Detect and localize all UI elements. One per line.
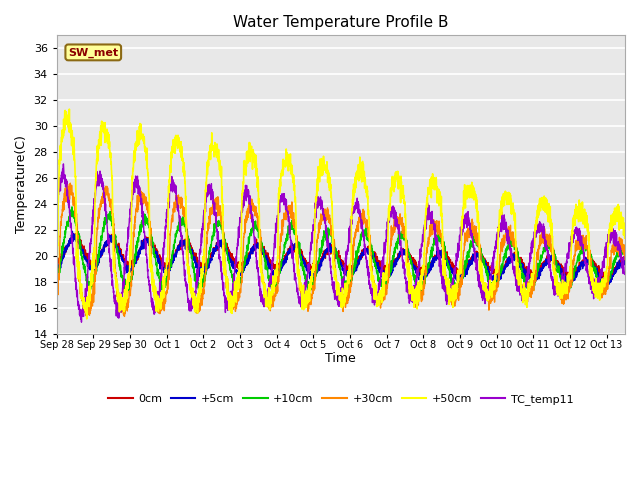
+30cm (296, 282, 303, 288)
+5cm (118, 257, 125, 263)
TC_temp11 (152, 308, 159, 313)
TC_temp11 (118, 299, 126, 304)
+10cm (296, 247, 303, 253)
+5cm (610, 271, 618, 277)
+10cm (621, 248, 628, 253)
+10cm (271, 285, 278, 291)
Text: SW_met: SW_met (68, 47, 118, 58)
+30cm (63, 179, 71, 184)
0cm (602, 277, 610, 283)
+30cm (53, 284, 61, 290)
+5cm (296, 247, 303, 253)
TC_temp11 (296, 301, 303, 307)
Legend: 0cm, +5cm, +10cm, +30cm, +50cm, TC_temp11: 0cm, +5cm, +10cm, +30cm, +50cm, TC_temp1… (104, 390, 578, 409)
+10cm (549, 249, 557, 254)
+30cm (549, 258, 557, 264)
+5cm (68, 228, 76, 234)
+30cm (118, 302, 126, 308)
+50cm (610, 218, 618, 224)
+5cm (621, 259, 628, 264)
0cm (72, 231, 79, 237)
+50cm (152, 293, 159, 299)
+10cm (600, 290, 607, 296)
+50cm (621, 235, 628, 240)
+30cm (610, 242, 618, 248)
TC_temp11 (549, 283, 557, 289)
+5cm (271, 267, 278, 273)
+50cm (118, 300, 126, 306)
+10cm (610, 262, 618, 268)
+30cm (83, 314, 91, 320)
0cm (53, 256, 61, 262)
TC_temp11 (53, 196, 61, 202)
TC_temp11 (271, 232, 279, 238)
0cm (271, 267, 278, 273)
0cm (610, 265, 618, 271)
0cm (549, 258, 557, 264)
Line: TC_temp11: TC_temp11 (57, 164, 625, 322)
Line: 0cm: 0cm (57, 234, 625, 280)
Line: +10cm: +10cm (57, 207, 625, 293)
TC_temp11 (621, 272, 628, 277)
+50cm (271, 267, 279, 273)
0cm (118, 253, 125, 259)
+10cm (68, 204, 76, 210)
+50cm (83, 316, 91, 322)
+10cm (118, 275, 125, 281)
TC_temp11 (610, 228, 618, 234)
+5cm (152, 249, 159, 254)
TC_temp11 (77, 319, 85, 325)
+50cm (53, 253, 61, 259)
X-axis label: Time: Time (326, 352, 356, 365)
+5cm (549, 258, 557, 264)
+5cm (53, 261, 61, 267)
+50cm (296, 281, 303, 287)
+50cm (65, 106, 73, 112)
Line: +5cm: +5cm (57, 231, 625, 286)
Line: +30cm: +30cm (57, 181, 625, 317)
+30cm (152, 294, 159, 300)
+30cm (621, 249, 628, 254)
0cm (296, 249, 303, 254)
TC_temp11 (60, 161, 67, 167)
Y-axis label: Temperature(C): Temperature(C) (15, 135, 28, 233)
Line: +50cm: +50cm (57, 109, 625, 319)
0cm (621, 258, 628, 264)
+10cm (53, 272, 61, 277)
+5cm (566, 283, 574, 288)
+10cm (152, 256, 159, 262)
+50cm (549, 264, 557, 270)
0cm (152, 248, 159, 254)
+30cm (271, 293, 279, 299)
Title: Water Temperature Profile B: Water Temperature Profile B (233, 15, 449, 30)
